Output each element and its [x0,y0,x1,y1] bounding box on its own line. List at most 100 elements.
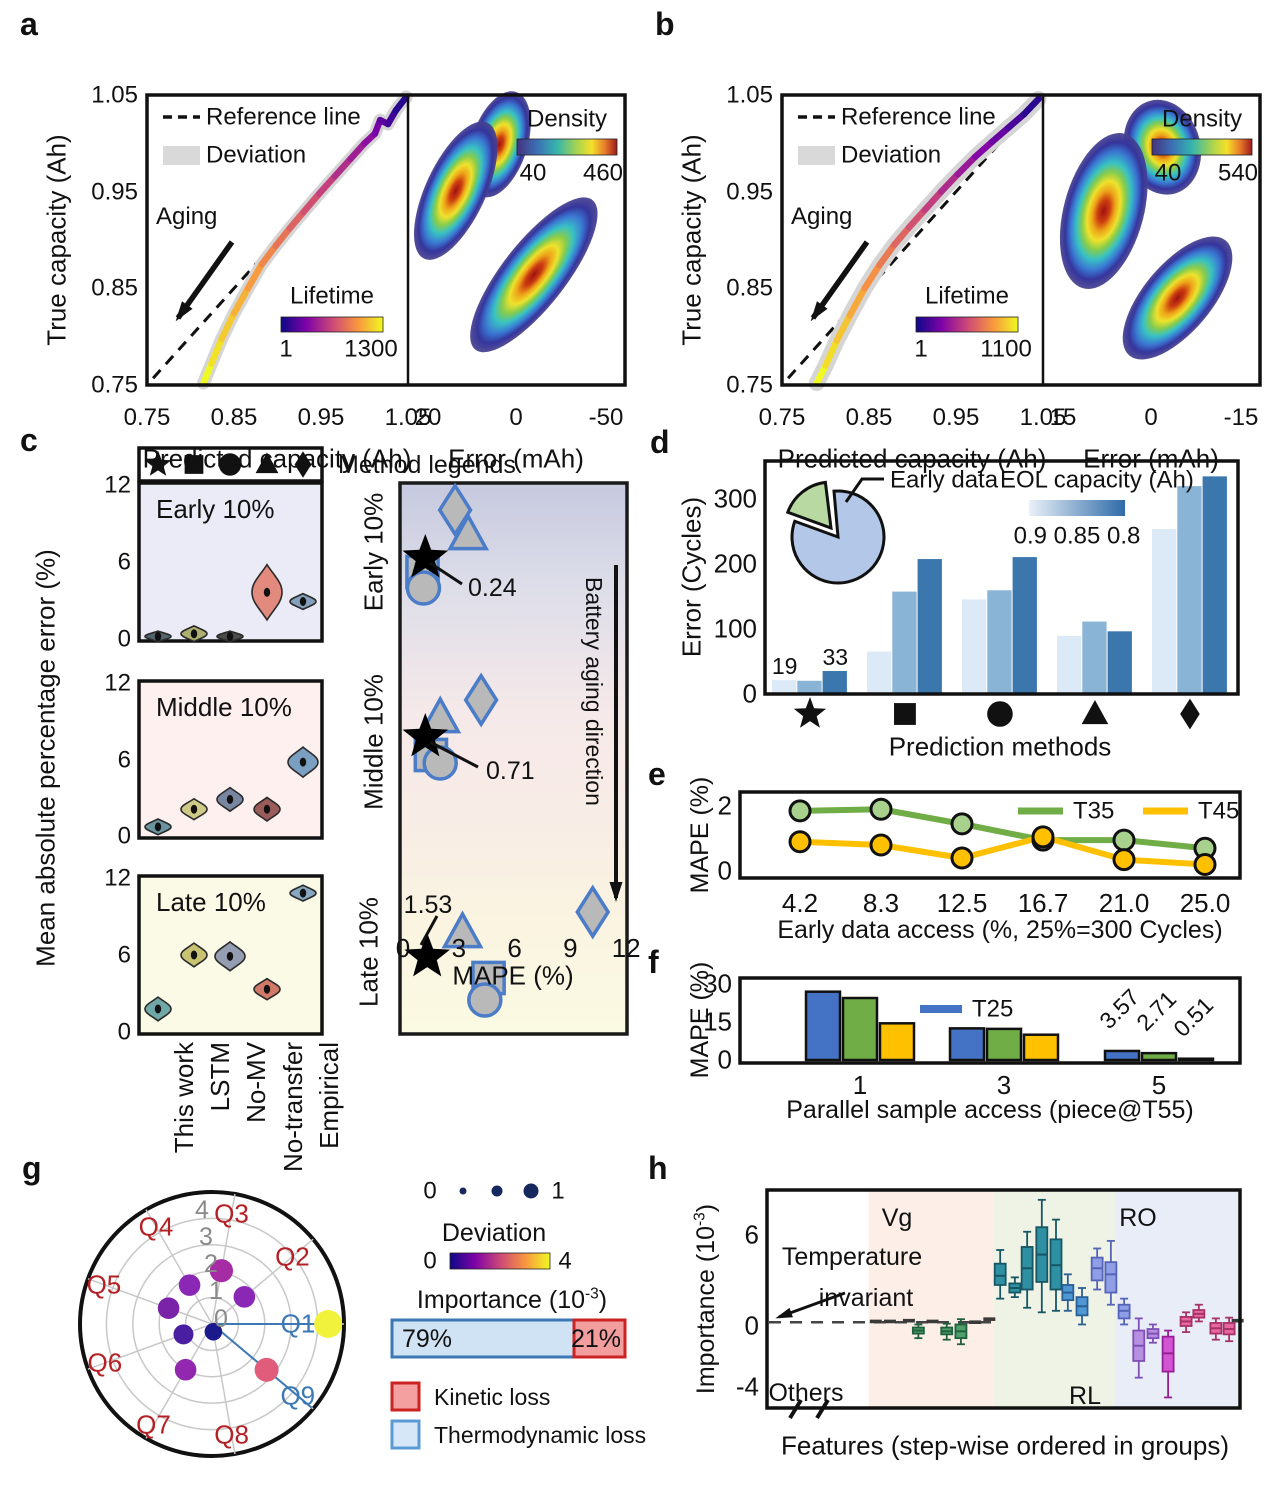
b-legend-deviation: Deviation [841,141,942,169]
e-xtick: 12.5 [936,888,988,918]
d-ytick: 0 [742,678,757,709]
e-legend-t45: T45 [1198,797,1240,825]
d-bar-value: 19 [771,652,798,679]
h-ytick: 6 [744,1219,759,1250]
b-lifetime-min: 1 [914,335,928,363]
b-ytick: 0.95 [726,178,773,206]
e-x-axis-label: Early data access (%, 25%=300 Cycles) [777,915,1223,944]
g-ring-tick: 0 [214,1304,228,1333]
c-scatter-xtick: 12 [611,933,641,963]
c-scatter-xtick: 3 [451,933,467,963]
c-scatter-row-label-late: Late 10% [353,897,384,1007]
b-legend-reference-line: Reference line [841,103,996,131]
g-deviation-label: Deviation [441,1218,547,1247]
h-region-label-others: Others [768,1378,844,1407]
a-ytick: 0.75 [91,371,138,399]
a-legend-reference-line: Reference line [206,103,361,131]
c-ytick: 6 [117,548,131,576]
c-ytick: 0 [117,1018,131,1046]
d-ytick: 100 [713,613,757,644]
panel-c-letter: c [20,422,38,458]
c-ytick: 6 [117,745,131,773]
g-ring-tick: 4 [195,1195,209,1224]
c-scatter-x-axis-label: MAPE (%) [452,960,574,991]
d-x-axis-label: Prediction methods [888,731,1112,762]
h-region-label-rl: RL [1069,1381,1101,1410]
c-ytick: 0 [117,625,131,653]
b-left-xtick: 0.75 [758,404,806,431]
f-legend-t25: T25 [972,995,1014,1023]
c-method-label: LSTM [205,1042,235,1112]
b-right-xtick: 15 [1049,404,1077,431]
h-region-label-ro: RO [1119,1203,1157,1232]
g-spoke-label-q4: Q4 [138,1211,174,1242]
b-left-xtick: 0.95 [932,404,980,431]
c-method-label: No-MV [241,1042,271,1123]
g-spoke-label-q7: Q7 [136,1409,171,1440]
a-lifetime-max: 1300 [344,335,398,363]
d-pie-early-data-label: Early data [890,466,999,494]
b-density-title: Density [1161,105,1243,133]
e-ytick: 0 [717,855,732,886]
c-scatter-annotation: 0.71 [486,756,535,785]
b-right-x-axis-label: Error (mAh) [1083,443,1219,474]
c-scatter-xtick: 6 [507,933,522,963]
a-ytick: 1.05 [91,81,138,109]
g-spoke-label-q8: Q8 [214,1419,249,1450]
b-y-axis-label: True capacity (Ah) [676,134,707,346]
g-ring-tick: 2 [204,1249,218,1278]
a-right-xtick: 0 [509,404,523,431]
panel-a-letter: a [20,6,38,42]
h-annotation-invariant: invariant [818,1283,914,1312]
e-xtick: 8.3 [862,888,900,918]
c-aging-direction-label: Battery aging direction [581,577,607,806]
b-lifetime-title: Lifetime [924,282,1010,310]
a-left-x-axis-label: Predicted capacity (Ah) [142,443,412,474]
e-xtick: 4.2 [781,888,819,918]
g-spoke-label-q2: Q2 [275,1240,310,1271]
f-xtick: 3 [996,1070,1012,1100]
g-importance-label: Importance (10-3) [416,1285,608,1315]
f-xtick: 1 [852,1070,868,1100]
c-section-title-middle: Middle 10% [156,692,292,722]
c-method-legends-title: Method legends [338,450,516,479]
panel-h-letter: h [648,1150,668,1186]
e-legend-t35: T35 [1073,797,1115,825]
c-ytick: 12 [104,669,131,697]
c-ytick: 0 [117,822,131,850]
b-left-xtick: 1.05 [1019,404,1067,431]
g-spoke-label-q9: Q9 [280,1380,316,1411]
h-ytick: 0 [744,1310,759,1341]
f-xtick: 5 [1151,1070,1167,1100]
f-ytick: 15 [703,1006,732,1037]
c-scatter-row-label-middle: Middle 10% [358,674,389,810]
e-xtick: 16.7 [1017,888,1069,918]
g-ring-tick: 1 [209,1276,223,1305]
d-ytick: 300 [713,483,757,514]
a-aging-label: Aging [156,203,218,230]
g-split-bar-right-pct: 21% [570,1324,621,1353]
a-left-xtick: 1.05 [384,404,432,431]
h-ytick: -4 [735,1371,759,1402]
a-ytick: 0.85 [91,274,138,302]
b-right-xtick: -15 [1223,404,1259,431]
c-scatter-annotation: 1.53 [403,890,453,919]
b-left-x-axis-label: Predicted capacity (Ah) [777,443,1047,474]
e-ytick: 2 [717,790,732,821]
panel-f-letter: f [648,944,659,980]
c-y-axis-label: Mean absolute percentage error (%) [30,549,61,967]
c-ytick: 12 [104,471,131,499]
c-method-label: No-transfer [278,1042,308,1173]
panel-g-letter: g [22,1150,42,1186]
c-ytick: 12 [104,864,131,892]
g-kinetic-loss-label: Kinetic loss [434,1383,551,1410]
d-eol-legend-ticks: 0.9 0.85 0.8 [1013,522,1141,550]
g-importance-max: 4 [558,1247,572,1275]
d-eol-legend-title: EOL capacity (Ah) [1000,466,1194,494]
g-split-bar-left-pct: 79% [402,1324,453,1353]
c-section-title-late: Late 10% [156,887,266,917]
c-scatter-annotation: 0.24 [468,573,517,602]
e-xtick: 21.0 [1098,888,1150,918]
g-deviation-max: 1 [551,1177,565,1205]
